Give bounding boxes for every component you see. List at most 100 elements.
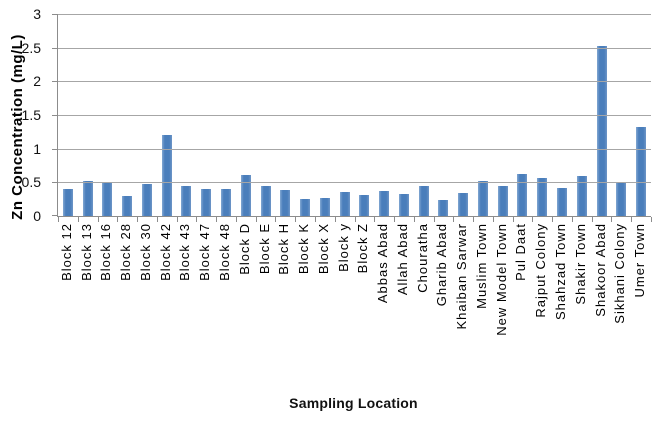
x-axis-tick (394, 217, 395, 222)
y-axis-tick (52, 149, 57, 150)
gridline (58, 14, 651, 15)
x-axis-category-label: Khaiban Sarwar (454, 223, 470, 330)
x-axis-category-label: Block H (276, 223, 292, 275)
x-label-cell: Gharib Abad (433, 223, 453, 385)
x-axis-category-labels: Block 12 Block 13 Block 16 Block 28 Block 30… (57, 223, 650, 385)
x-label-cell: Shahzad Town (551, 223, 571, 385)
x-axis-tick (117, 217, 118, 222)
bar-cell (434, 14, 454, 216)
y-axis-tick (52, 215, 57, 216)
x-axis-tick (552, 217, 553, 222)
x-label-cell: New Model Town (492, 223, 512, 385)
x-axis-category-label: Block D (236, 223, 252, 275)
x-axis-category-label: Block 42 (157, 223, 173, 281)
x-axis-tick (275, 217, 276, 222)
bar (221, 189, 231, 216)
x-axis-category-label: Block 48 (217, 223, 232, 281)
y-axis-tick-label: 0.5 (21, 174, 41, 190)
bar (339, 192, 350, 216)
bar (418, 185, 429, 216)
x-label-cell: Chouratha (413, 223, 433, 385)
bar-cell (473, 14, 493, 216)
x-axis-category-label: Sikhani Colony (612, 223, 628, 324)
bar (181, 186, 192, 216)
bar (319, 197, 330, 216)
bar (141, 184, 152, 216)
bar (636, 127, 647, 216)
bar (398, 194, 409, 216)
y-axis-tick-label: 3 (33, 6, 41, 22)
gridline (58, 48, 651, 49)
x-label-cell: Block 30 (136, 223, 156, 385)
x-axis-title: Sampling Location (289, 395, 418, 411)
x-axis-tick (78, 217, 79, 222)
x-axis-category-label: Umer Town (632, 223, 648, 298)
bar-cell (78, 14, 98, 216)
bar-cell (611, 14, 631, 216)
x-label-cell: Block E (255, 223, 275, 385)
x-label-cell: Block y (334, 223, 354, 385)
x-axis-tick (157, 217, 158, 222)
x-label-cell: Block 43 (176, 223, 196, 385)
bar-cell (354, 14, 374, 216)
x-axis-category-label: Rajput Colony (533, 223, 549, 318)
bar-cell (592, 14, 612, 216)
x-axis-tick (493, 217, 494, 222)
bar-cell (414, 14, 434, 216)
bar-cell (98, 14, 118, 216)
bar-cell (532, 14, 552, 216)
bar (300, 199, 311, 216)
x-label-cell: Block K (294, 223, 314, 385)
bar (497, 186, 508, 216)
x-label-cell: Pul Daat (512, 223, 532, 385)
x-axis-tick (335, 217, 336, 222)
bar-cell (513, 14, 533, 216)
x-axis-tick (592, 217, 593, 222)
bar (616, 182, 627, 216)
x-axis-category-label: Block 47 (197, 223, 213, 281)
bar-cell (295, 14, 315, 216)
y-axis-tick (52, 182, 57, 183)
bar (596, 46, 607, 216)
bar-cell (137, 14, 157, 216)
x-axis-tick (572, 217, 573, 222)
bar-cell (216, 14, 236, 216)
x-label-cell: Block 48 (215, 223, 235, 385)
x-axis-tick (414, 217, 415, 222)
x-label-cell: Block D (235, 223, 255, 385)
y-axis-tick (52, 115, 57, 116)
x-axis-tick (651, 217, 652, 222)
bar (240, 174, 251, 216)
x-label-cell: Allah Abad (393, 223, 413, 385)
bar-cell (117, 14, 137, 216)
x-axis-tick (216, 217, 217, 222)
x-axis-category-label: Block 13 (78, 223, 94, 281)
bar-cell (335, 14, 355, 216)
bar (82, 181, 93, 216)
x-axis-category-label: Block X (315, 223, 331, 275)
x-label-cell: Block 13 (77, 223, 97, 385)
x-axis-tick (532, 217, 533, 222)
x-label-cell: Abbas Abad (373, 223, 393, 385)
x-axis-category-label: Block 28 (118, 223, 134, 281)
bar (62, 189, 73, 216)
bar (201, 189, 212, 216)
gridline (58, 115, 651, 116)
bar (458, 193, 469, 216)
x-axis-tick (177, 217, 178, 222)
x-axis-category-label: New Model Town (493, 223, 509, 336)
x-label-cell: Umer Town (630, 223, 650, 385)
x-axis-tick (473, 217, 474, 222)
x-label-cell: Block X (314, 223, 334, 385)
y-axis-tick-label: 2 (33, 73, 41, 89)
bar (379, 191, 390, 216)
bar-cell (58, 14, 78, 216)
x-axis-category-label: Block Z (355, 223, 371, 274)
x-label-cell: Block Z (353, 223, 373, 385)
x-axis-category-label: Shakir Town (572, 223, 588, 305)
bar-cell (157, 14, 177, 216)
bar (260, 186, 271, 216)
x-axis-tick (98, 217, 99, 222)
bar (122, 195, 133, 216)
